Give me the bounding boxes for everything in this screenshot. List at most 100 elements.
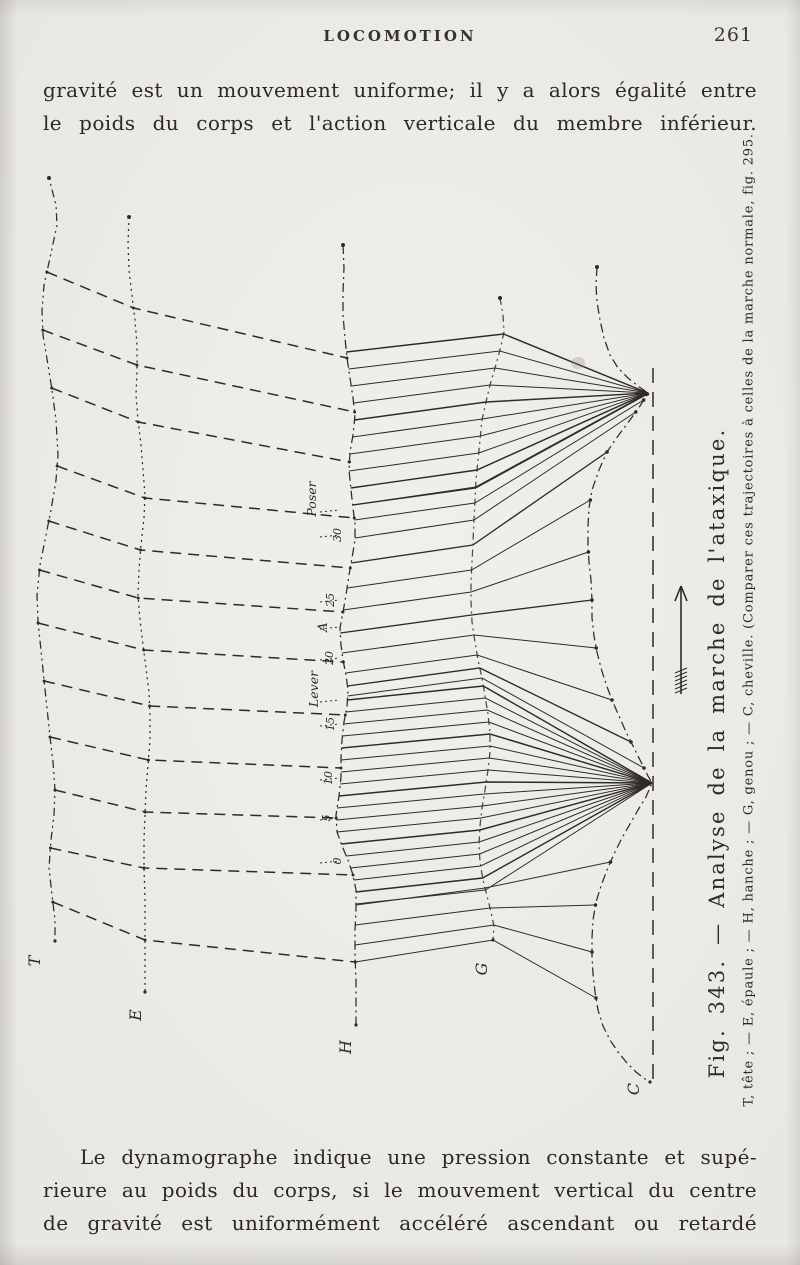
junction-dot xyxy=(48,735,52,739)
junction-dot xyxy=(341,610,345,614)
junction-dot xyxy=(139,548,143,552)
paragraph-bottom-line: de gravité est uniformément accéléré asc… xyxy=(43,1211,757,1235)
curve-end-dot xyxy=(127,215,131,219)
paragraph-top-line: gravité est un mouvement uniforme; il y … xyxy=(43,78,757,102)
trajectory-curve-shoulder xyxy=(127,216,151,992)
paragraph-bottom-line: Le dynamographe indique une pression con… xyxy=(80,1145,757,1169)
stance-fan-2 xyxy=(336,685,653,905)
curve-label-G: G xyxy=(472,962,491,975)
curve-end-dot xyxy=(47,176,51,180)
junction-dot xyxy=(347,460,351,464)
leg-segment-line xyxy=(346,499,591,589)
direction-arrow xyxy=(674,585,688,694)
junction-dot xyxy=(352,516,356,520)
leg-segment-line xyxy=(347,677,645,769)
transversal-line xyxy=(50,847,354,876)
leg-segment-line xyxy=(341,634,597,654)
trajectory-curve-hip xyxy=(335,244,357,1025)
junction-dot xyxy=(135,363,139,367)
transversal-line xyxy=(46,271,348,359)
frame-tick xyxy=(319,723,341,727)
print-stain xyxy=(571,357,585,369)
junction-dot xyxy=(36,621,40,625)
arrow-fletching xyxy=(674,671,688,678)
frame-number-30: 30 xyxy=(331,528,344,542)
junction-dot xyxy=(348,566,352,570)
curve-label-T: T xyxy=(25,954,44,966)
leg-segment-line xyxy=(349,392,649,455)
ankle-point-dot xyxy=(594,646,599,650)
arrow-fletching xyxy=(674,679,688,686)
junction-dot xyxy=(143,938,147,942)
curve-end-dot xyxy=(498,296,502,300)
leg-segment-line xyxy=(343,551,589,611)
frame-number-5: 5 xyxy=(320,815,333,822)
frame-tick-marks xyxy=(319,509,341,864)
frame-tick xyxy=(319,777,341,781)
paragraph-top-line: le poids du corps et l'action verticale … xyxy=(43,111,757,135)
frame-number-20: 20 xyxy=(323,651,336,666)
junction-dots xyxy=(36,270,357,964)
curve-end-dot xyxy=(341,243,345,247)
leg-segment-line xyxy=(346,782,653,857)
paragraph-bottom: Le dynamographe indique une pression con… xyxy=(43,1141,757,1240)
paragraph-top: gravité est un mouvement uniforme; il y … xyxy=(43,74,757,140)
curve-end-dot xyxy=(143,990,147,994)
junction-dot xyxy=(351,873,355,877)
leg-segment-line xyxy=(342,721,653,784)
junction-dot xyxy=(143,496,147,500)
leg-segment-line xyxy=(352,393,648,506)
junction-dot xyxy=(353,960,357,964)
leg-segment-line xyxy=(355,861,611,906)
page-number: 261 xyxy=(713,24,753,46)
curve-end-dot xyxy=(53,939,57,943)
junction-dot xyxy=(143,810,147,814)
junction-dot xyxy=(55,464,59,468)
leg-segment-line xyxy=(355,904,596,926)
transversal-dashed-lines xyxy=(37,271,356,963)
junction-dot xyxy=(38,568,41,572)
phase-label-lever: Lever xyxy=(306,670,321,708)
curve-end-dot xyxy=(354,1023,358,1027)
junction-dot xyxy=(50,386,54,390)
leg-segment-line xyxy=(352,392,649,506)
leg-segment-line xyxy=(341,782,653,845)
leg-segment-line xyxy=(337,782,653,809)
junction-dot xyxy=(341,660,345,664)
transversal-line xyxy=(51,387,350,463)
ankle-point-dot xyxy=(594,996,598,1000)
frame-tick xyxy=(319,626,341,630)
trajectory-curve-ankle xyxy=(587,266,653,1083)
leg-segment-line xyxy=(340,599,593,634)
phase-label-poser: Poser xyxy=(304,480,319,517)
junction-dot xyxy=(136,596,140,600)
leg-segment-line xyxy=(348,350,649,394)
transversal-line xyxy=(54,789,337,819)
curve-end-dot xyxy=(491,938,495,942)
paragraph-bottom-line: rieure au poids du corps, si le mouvemen… xyxy=(43,1178,757,1202)
junction-dot xyxy=(353,410,357,414)
leg-segment-line xyxy=(341,733,653,784)
junction-dot xyxy=(142,866,146,870)
junction-dot xyxy=(142,648,146,652)
junction-dot xyxy=(47,519,51,523)
transversal-line xyxy=(48,520,351,569)
figure-caption: Fig. 343. — Analyse de la marche de l'at… xyxy=(705,427,729,1079)
leg-segment-line xyxy=(353,782,653,881)
figure-legend: T, tête ; — E, épaule ; — H, hanche ; — … xyxy=(741,133,757,1107)
transversal-line xyxy=(43,680,346,716)
frame-number-15: 15 xyxy=(324,717,337,731)
junction-dot xyxy=(148,704,152,708)
curve-end-dot xyxy=(648,1080,652,1084)
curve-label-A: A xyxy=(316,622,331,632)
junction-dot xyxy=(345,356,349,360)
frame-tick xyxy=(319,699,341,703)
leg-segment-line xyxy=(343,709,653,784)
arrow-fletching xyxy=(674,675,688,682)
trajectory-curve-knee xyxy=(470,297,505,941)
ankle-point-dot xyxy=(586,550,591,554)
frame-number-10: 10 xyxy=(322,771,335,785)
junction-dot xyxy=(42,679,46,683)
junction-dot xyxy=(146,758,150,762)
